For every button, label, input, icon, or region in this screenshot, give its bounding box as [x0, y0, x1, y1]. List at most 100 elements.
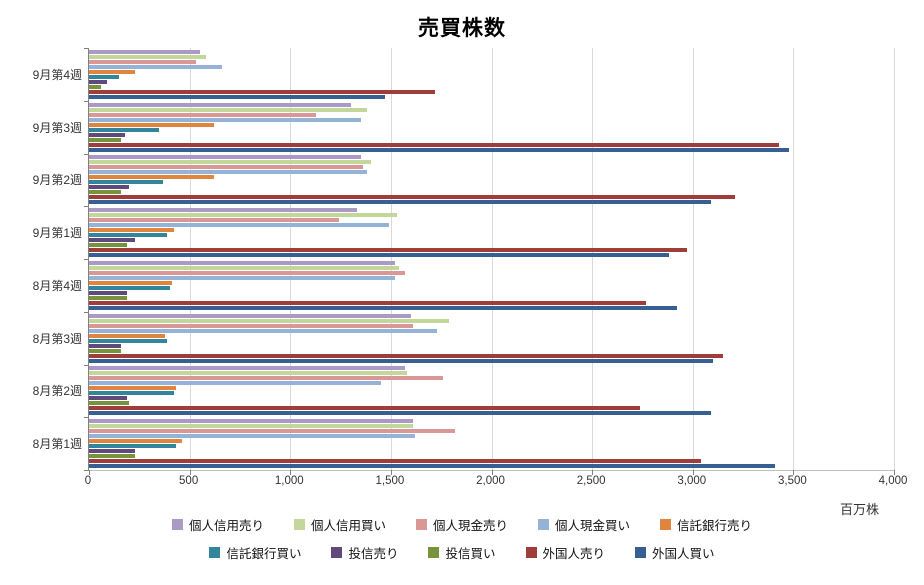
legend-label: 外国人買い: [652, 547, 715, 561]
legend-swatch-icon: [171, 519, 183, 530]
bar: [89, 142, 780, 147]
legend-label: 信託銀行買い: [226, 547, 302, 561]
bar: [89, 391, 174, 396]
value-axis-tick: [290, 470, 292, 475]
value-axis-label: 4,000: [878, 475, 908, 487]
value-axis-label: 1,500: [375, 475, 405, 487]
legend-label: 個人信用買い: [310, 519, 386, 533]
category-axis-tick: [84, 153, 89, 155]
bar: [89, 195, 735, 200]
legend-item: 投信買い: [428, 543, 496, 562]
value-axis-label: 3,000: [677, 475, 707, 487]
bar-group: [89, 206, 894, 259]
legend-item: 投信売り: [331, 543, 398, 562]
bar: [89, 300, 647, 305]
value-axis-tick: [692, 470, 694, 475]
bar: [89, 190, 122, 195]
bar: [89, 429, 456, 434]
category-label: 9月第2週: [32, 173, 82, 188]
bar: [89, 59, 196, 64]
bar: [89, 137, 122, 142]
bar: [89, 386, 176, 391]
bar: [89, 49, 200, 54]
bar: [89, 444, 176, 449]
value-axis-label: 0: [84, 475, 92, 487]
value-axis-label: 3,500: [777, 475, 807, 487]
bar: [89, 280, 172, 285]
bar-group: [89, 259, 894, 312]
value-axis-label: 1,000: [274, 475, 304, 487]
legend-row: 信託銀行買い 投信売り 投信買い 外国人売り 外国人買い: [209, 543, 715, 562]
value-axis-label: 500: [179, 475, 199, 487]
legend-item: 外国人買い: [635, 543, 715, 562]
legend-label: 投信買い: [445, 547, 496, 561]
legend-item: 信託銀行買い: [209, 543, 301, 562]
bar: [89, 434, 416, 439]
bar: [89, 318, 450, 323]
bar: [89, 459, 701, 464]
bar: [89, 290, 128, 295]
category-label: 9月第4週: [32, 67, 82, 82]
value-axis-tick: [491, 470, 493, 475]
bar: [89, 265, 399, 270]
gridline: [189, 48, 191, 470]
bar: [89, 112, 317, 117]
bar: [89, 69, 136, 74]
bar: [89, 213, 397, 218]
category-axis-tick: [84, 48, 89, 49]
value-axis-tick: [894, 470, 895, 475]
bar: [89, 419, 413, 424]
bar: [89, 127, 160, 132]
bar: [89, 64, 222, 69]
bar: [89, 366, 405, 371]
legend-item: 信託銀行売り: [660, 515, 752, 534]
bar: [89, 260, 395, 265]
gridline: [894, 48, 895, 470]
axis-unit-label: 百万株: [839, 502, 879, 517]
category-label: 9月第1週: [32, 226, 82, 241]
legend-row: 個人信用売り 個人信用買い 個人現金売り 個人現金買い 信託銀行売り: [171, 515, 752, 534]
bar: [89, 338, 168, 343]
legend-label: 個人現金買い: [555, 519, 631, 533]
legend-label: 外国人売り: [542, 547, 606, 561]
bar-group: [89, 365, 894, 418]
bar: [89, 295, 128, 300]
bar: [89, 243, 128, 248]
bar: [89, 107, 367, 112]
bar: [89, 180, 164, 185]
bar: [89, 253, 669, 258]
legend-label: 個人現金売り: [432, 519, 508, 533]
bar: [89, 79, 108, 84]
category-axis-tick: [84, 206, 89, 208]
legend-swatch-icon: [660, 519, 672, 530]
category-axis-tick: [84, 470, 89, 471]
bar: [89, 371, 407, 376]
value-axis-label: 2,000: [476, 475, 505, 487]
value-axis-label: 2,500: [576, 475, 606, 487]
legend-item: 個人信用売り: [171, 515, 264, 534]
legend-item: 個人信用買い: [293, 515, 386, 534]
legend-swatch-icon: [635, 547, 647, 558]
value-axis: 0 500 1,000 1,500 2,000 2,500 3,000 3,500 4,000: [84, 475, 908, 491]
bar: [89, 84, 102, 89]
bar: [89, 270, 405, 275]
category-axis-tick: [84, 259, 89, 260]
bar: [89, 313, 411, 318]
bar-group: [89, 101, 894, 154]
bar: [89, 439, 182, 444]
bar: [89, 74, 120, 79]
gridline: [592, 48, 594, 470]
bar: [89, 218, 339, 223]
bar: [89, 200, 711, 205]
gridline: [390, 48, 392, 470]
legend-swatch-icon: [331, 547, 343, 558]
bar: [89, 424, 413, 429]
category-axis-tick: [84, 100, 89, 102]
bar-group: [89, 312, 894, 365]
bar: [89, 333, 166, 338]
bar: [89, 275, 395, 280]
chart-legend: 個人信用売り 個人信用買い 個人現金売り 個人現金買い 信託銀行売り信託銀行買い 投信売り…: [0, 515, 924, 562]
bar: [89, 94, 385, 99]
legend-swatch-icon: [538, 519, 549, 530]
